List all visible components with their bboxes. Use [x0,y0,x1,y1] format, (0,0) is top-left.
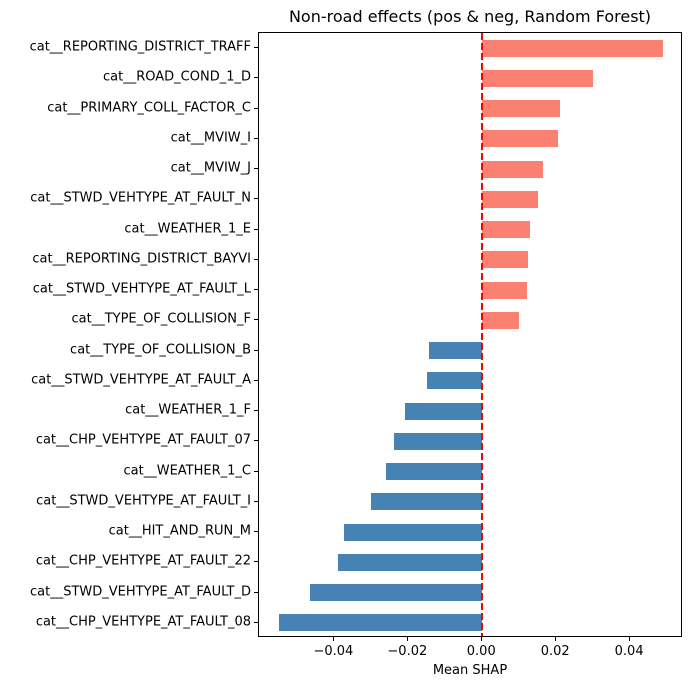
y-tick-mark [254,259,258,260]
y-tick-label: cat__WEATHER_1_E [124,221,251,237]
y-tick-label: cat__STWD_VEHTYPE_AT_FAULT_N [30,190,251,206]
y-tick-mark [254,592,258,593]
y-tick-mark [254,138,258,139]
y-tick-mark [254,319,258,320]
y-tick-label: cat__MVIW_J [170,160,251,176]
x-tick-label: −0.02 [387,644,428,659]
x-tick-mark [555,637,557,641]
y-tick-mark [254,380,258,381]
x-axis-title: Mean SHAP [432,663,508,678]
zero-reference-line [481,33,484,636]
y-tick-mark [254,531,258,532]
y-tick-label: cat__WEATHER_1_C [123,463,251,479]
bar-positive [482,69,594,87]
y-tick-label: cat__REPORTING_DISTRICT_BAYVI [32,251,251,267]
y-tick-label: cat__CHP_VEHTYPE_AT_FAULT_08 [35,614,251,630]
y-tick-mark [254,561,258,562]
bar-negative [371,493,483,511]
y-tick-mark [254,410,258,411]
bar-positive [482,100,560,118]
bar-positive [482,190,538,208]
y-tick-label: cat__STWD_VEHTYPE_AT_FAULT_L [32,281,251,297]
bar-negative [386,463,483,481]
chart-title: Non-road effects (pos & neg, Random Fore… [288,7,652,26]
bar-positive [482,160,544,178]
y-tick-label: cat__MVIW_I [170,130,251,146]
y-tick-label: cat__CHP_VEHTYPE_AT_FAULT_22 [35,553,251,569]
plot-area [258,32,682,637]
y-tick-label: cat__TYPE_OF_COLLISION_F [71,311,251,327]
x-tick-mark [481,637,483,641]
y-tick-label: cat__REPORTING_DISTRICT_TRAFF [29,39,251,55]
x-tick-label: −0.04 [313,644,354,659]
x-tick-label: 0.02 [540,644,570,659]
y-tick-label: cat__HIT_AND_RUN_M [108,523,251,539]
y-tick-label: cat__STWD_VEHTYPE_AT_FAULT_A [31,372,251,388]
y-tick-mark [254,440,258,441]
y-tick-label: cat__STWD_VEHTYPE_AT_FAULT_I [36,493,251,509]
bar-negative [338,553,483,571]
bar-negative [393,432,483,450]
bar-negative [278,614,483,632]
y-tick-mark [254,350,258,351]
x-tick-mark [333,637,335,641]
y-tick-label: cat__CHP_VEHTYPE_AT_FAULT_07 [35,432,251,448]
y-tick-mark [254,229,258,230]
y-tick-mark [254,289,258,290]
y-tick-label: cat__STWD_VEHTYPE_AT_FAULT_D [29,584,251,600]
x-tick-mark [629,637,631,641]
y-tick-mark [254,471,258,472]
x-tick-label: 0.04 [614,644,644,659]
bar-negative [343,523,483,541]
bar-positive [482,251,529,269]
bar-positive [482,130,559,148]
y-tick-mark [254,501,258,502]
bar-positive [482,39,664,57]
bar-positive [482,221,531,239]
y-tick-label: cat__TYPE_OF_COLLISION_B [70,342,251,358]
y-tick-label: cat__PRIMARY_COLL_FACTOR_C [47,100,251,116]
x-tick-mark [407,637,409,641]
bar-negative [404,402,483,420]
bar-negative [310,584,483,602]
bar-negative [428,342,483,360]
y-tick-label: cat__WEATHER_1_F [125,402,251,418]
y-tick-mark [254,77,258,78]
y-tick-mark [254,198,258,199]
y-tick-mark [254,622,258,623]
y-tick-mark [254,168,258,169]
y-tick-label: cat__ROAD_COND_1_D [103,69,251,85]
bar-positive [482,281,527,299]
bar-negative [426,372,483,390]
bar-positive [482,311,520,329]
y-tick-mark [254,47,258,48]
y-tick-mark [254,108,258,109]
x-tick-label: 0.00 [466,644,496,659]
